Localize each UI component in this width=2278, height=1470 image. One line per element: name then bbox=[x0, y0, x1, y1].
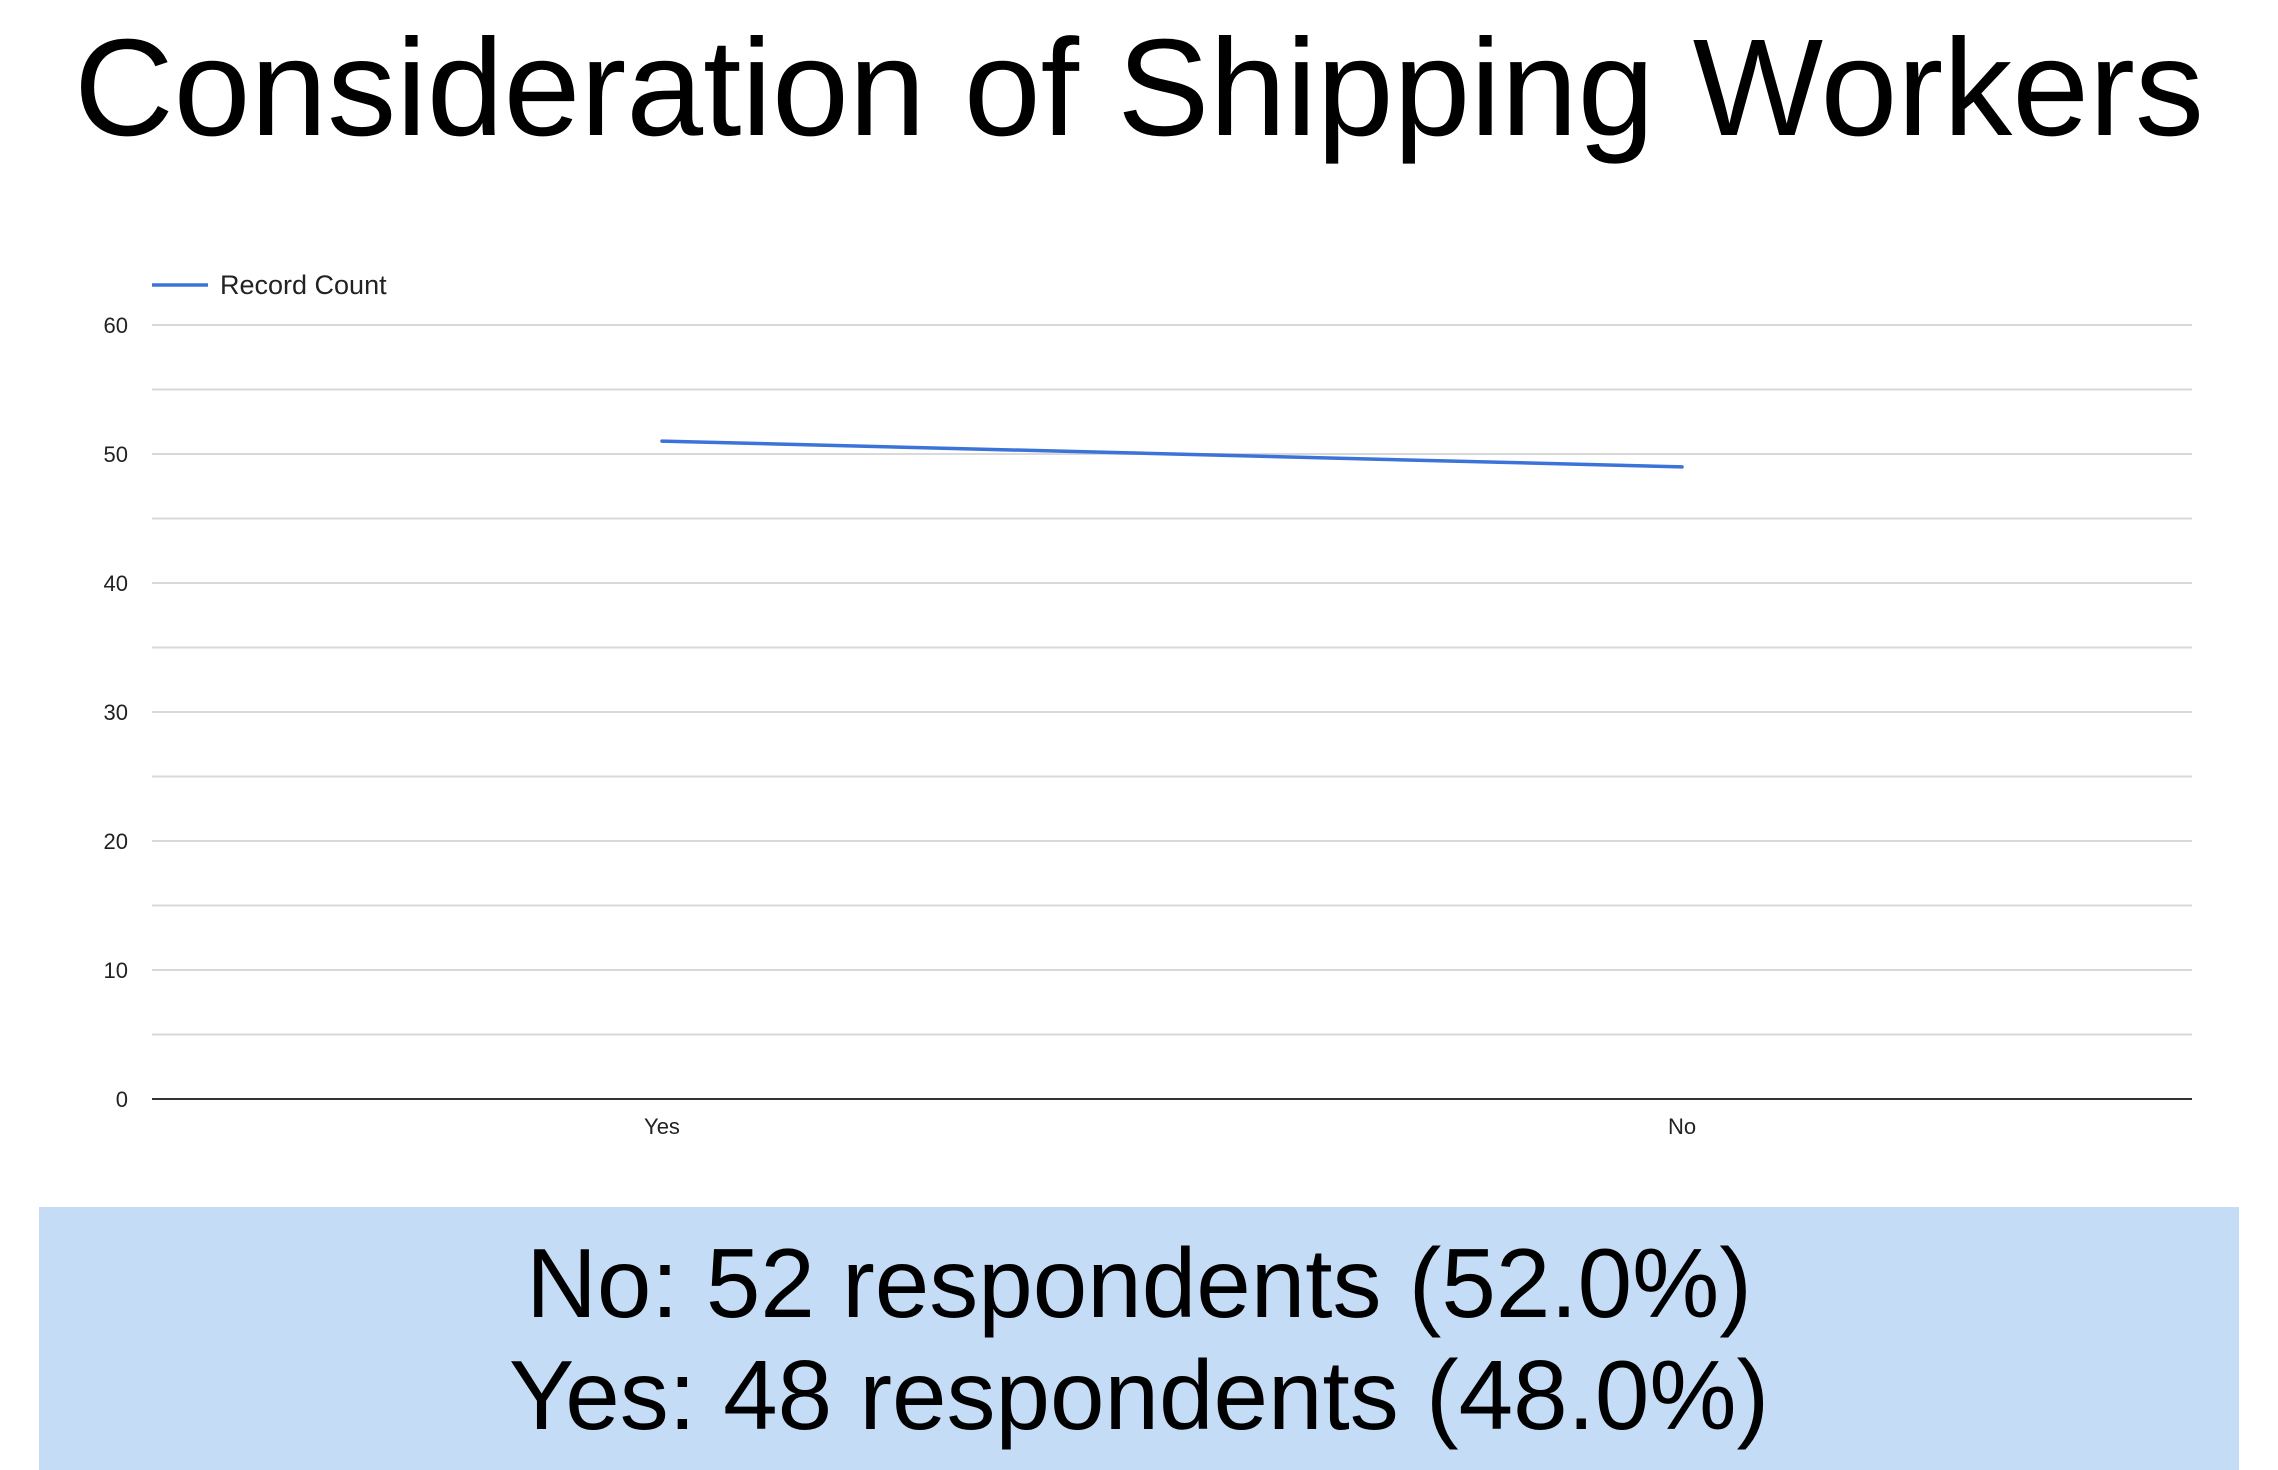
y-axis-ticks: 0 10 20 30 40 50 60 bbox=[104, 313, 128, 1112]
x-tick-label: No bbox=[1668, 1114, 1696, 1139]
x-axis-ticks: Yes No bbox=[644, 1114, 1696, 1139]
y-tick-label: 50 bbox=[104, 442, 128, 467]
summary-box: No: 52 respondents (52.0%) Yes: 48 respo… bbox=[39, 1207, 2239, 1470]
summary-yes-line: Yes: 48 respondents (48.0%) bbox=[508, 1339, 1770, 1450]
y-tick-label: 30 bbox=[104, 700, 128, 725]
legend-label: Record Count bbox=[220, 270, 387, 300]
x-tick-label: Yes bbox=[644, 1114, 680, 1139]
y-tick-label: 0 bbox=[116, 1087, 128, 1112]
summary-background bbox=[39, 1207, 2239, 1470]
y-tick-label: 40 bbox=[104, 571, 128, 596]
data-point bbox=[1680, 465, 1684, 469]
series-lines bbox=[660, 439, 1684, 469]
series-line bbox=[660, 439, 1684, 469]
y-tick-label: 20 bbox=[104, 829, 128, 854]
y-tick-label: 60 bbox=[104, 313, 128, 338]
gridlines bbox=[152, 324, 2192, 1100]
page-title: Consideration of Shipping Workers bbox=[74, 11, 2204, 165]
data-point bbox=[660, 439, 664, 443]
y-tick-label: 10 bbox=[104, 958, 128, 983]
summary-no-line: No: 52 respondents (52.0%) bbox=[526, 1227, 1752, 1338]
legend: Record Count bbox=[152, 270, 387, 300]
